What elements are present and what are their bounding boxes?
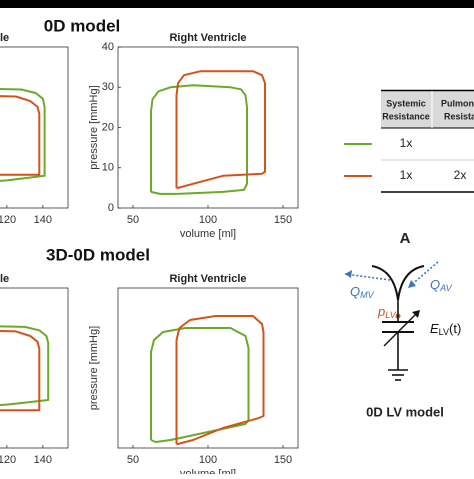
pv-loop bbox=[175, 70, 266, 189]
y-tick-label: 10 bbox=[102, 162, 114, 174]
y-tick-label: 0 bbox=[108, 202, 114, 214]
arrow-head bbox=[408, 280, 416, 288]
diagram-caption: 0D LV model bbox=[366, 404, 444, 419]
table-header: Pulmona bbox=[441, 98, 474, 108]
axes-box bbox=[117, 287, 299, 449]
symbol: Q bbox=[430, 277, 440, 292]
y-tick-label: 20 bbox=[102, 121, 114, 133]
x-tick-label: 120 bbox=[0, 454, 16, 466]
table-cell: 1x bbox=[400, 136, 413, 150]
x-tick-label: 120 bbox=[0, 214, 16, 226]
variable-arrow bbox=[383, 311, 419, 347]
symbol: p bbox=[377, 304, 385, 319]
panel-title: 3D-0D model bbox=[46, 245, 150, 264]
chart: le 120 140 bbox=[0, 273, 69, 466]
chart: le 120 140 bbox=[0, 32, 69, 226]
argument: (t) bbox=[449, 321, 461, 336]
table-cell: 2x bbox=[454, 168, 467, 182]
table-header: Systemic bbox=[386, 98, 426, 108]
subscript: LV bbox=[439, 327, 449, 337]
y-tick-label: 40 bbox=[102, 41, 114, 53]
pv-loop bbox=[0, 325, 50, 407]
y-tick-label: 30 bbox=[102, 81, 114, 93]
subscript: LV bbox=[385, 310, 397, 320]
x-tick-label: 140 bbox=[34, 214, 52, 226]
table-cell: 1x bbox=[400, 168, 413, 182]
table-header: Resistance bbox=[382, 111, 430, 121]
q-mv-label: QMV bbox=[350, 284, 375, 300]
symbol: E bbox=[430, 321, 439, 336]
x-tick-label: 50 bbox=[127, 454, 139, 466]
x-tick-label: 100 bbox=[199, 214, 217, 226]
flow-arrow bbox=[344, 273, 391, 281]
x-tick-label: 100 bbox=[199, 454, 217, 466]
x-axis-label: volume [ml] bbox=[180, 228, 236, 240]
panel-title: 0D model bbox=[44, 16, 121, 35]
e-lv-label: ELV(t) bbox=[430, 321, 461, 337]
chart-title: le bbox=[0, 32, 9, 44]
p-lv-label: pLV bbox=[377, 304, 397, 320]
pv-loop bbox=[0, 95, 41, 176]
axes-box bbox=[0, 287, 69, 449]
panel-label: A bbox=[400, 230, 411, 247]
subscript: MV bbox=[360, 290, 374, 300]
pv-loop bbox=[150, 84, 248, 195]
symbol: Q bbox=[350, 284, 360, 299]
axes-box bbox=[0, 46, 69, 209]
x-axis-label: volume [ml] bbox=[180, 468, 236, 474]
chart-title: le bbox=[0, 273, 9, 285]
pv-loop bbox=[0, 330, 41, 412]
outflow-branch bbox=[397, 265, 425, 301]
x-tick-label: 150 bbox=[274, 454, 292, 466]
table-header-bg bbox=[381, 91, 474, 128]
arrow-head bbox=[412, 310, 420, 318]
arrow-head bbox=[345, 270, 352, 278]
subscript: AV bbox=[439, 283, 453, 293]
pv-loop bbox=[175, 315, 265, 445]
x-tick-label: 140 bbox=[34, 454, 52, 466]
table-header: Resista bbox=[444, 111, 474, 121]
y-axis-label: pressure [mmHg] bbox=[88, 326, 100, 410]
top-strip bbox=[0, 0, 474, 8]
y-axis-label: pressure [mmHg] bbox=[88, 85, 100, 169]
inflow-branch bbox=[371, 265, 399, 301]
lv-diagram: A QMV QAV pLV ELV(t) 0D LV model bbox=[344, 230, 461, 419]
q-av-label: QAV bbox=[430, 277, 453, 293]
chart-title: Right Ventricle bbox=[169, 273, 246, 285]
legend-table bbox=[381, 89, 474, 193]
pv-loop bbox=[0, 88, 46, 182]
chart: Right Ventricle 50 100 150 0 10 20 30 40 volume [… bbox=[88, 32, 299, 240]
x-tick-label: 150 bbox=[274, 214, 292, 226]
chart: Right Ventricle 50 100 150 volume [ml] pressu… bbox=[88, 273, 299, 479]
chart-title: Right Ventricle bbox=[169, 32, 246, 44]
x-tick-label: 50 bbox=[127, 214, 139, 226]
